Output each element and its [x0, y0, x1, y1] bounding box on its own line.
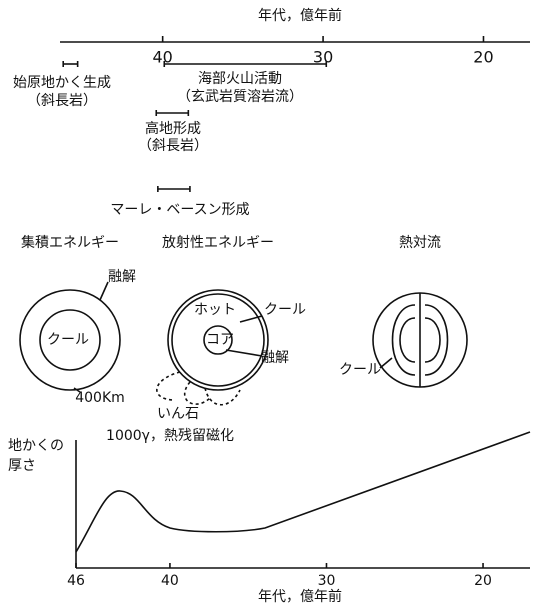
- diagram-label: 融解: [261, 350, 289, 366]
- diagram-label: クール: [264, 302, 306, 318]
- timeline-title: 年代，億年前: [258, 7, 342, 24]
- diagram-label: 400Km: [75, 390, 125, 406]
- diagram-title: 熱対流: [399, 235, 441, 251]
- diagram-label: コア: [206, 332, 234, 348]
- x-tick-label: 30: [318, 573, 336, 589]
- event-label: （斜長岩）: [27, 93, 97, 109]
- figure: 年代，億年前 40 30 20 始原地かく生成 （斜長岩） 海部火山活動（玄武岩質溶岩流） 高…: [0, 0, 535, 607]
- thickness-curve: [76, 432, 530, 552]
- diagram-title: 放射性エネルギー: [162, 235, 274, 251]
- diagram-label: 1000γ，熱残留磁化: [106, 428, 234, 444]
- x-tick-label: 46: [67, 573, 85, 589]
- y-axis-label: 厚さ: [8, 458, 36, 474]
- circle-convection: [373, 293, 467, 387]
- x-tick-label: 20: [474, 573, 492, 589]
- diagram-title: 集積エネルギー: [21, 234, 119, 251]
- diagram-label: いん石: [157, 406, 199, 422]
- diagram-label: クール: [47, 332, 89, 348]
- event-label: 高地形成: [145, 120, 201, 137]
- event-label: 始原地かく生成: [13, 75, 111, 91]
- tick-label: 20: [473, 48, 493, 67]
- event-label: 海部火山活動: [198, 71, 282, 87]
- y-axis-label: 地かくの: [8, 438, 64, 454]
- diagram-label: 融解: [108, 269, 136, 285]
- diagram-label: クール: [339, 362, 381, 378]
- event-label: （玄武岩質溶岩流）: [177, 88, 303, 105]
- diagram-label: ホット: [194, 302, 236, 318]
- x-tick-label: 40: [161, 573, 179, 589]
- x-axis-label: 年代，億年前: [258, 588, 342, 605]
- event-label: マーレ・ベースン形成: [110, 202, 249, 218]
- event-label: （斜長岩）: [138, 138, 208, 154]
